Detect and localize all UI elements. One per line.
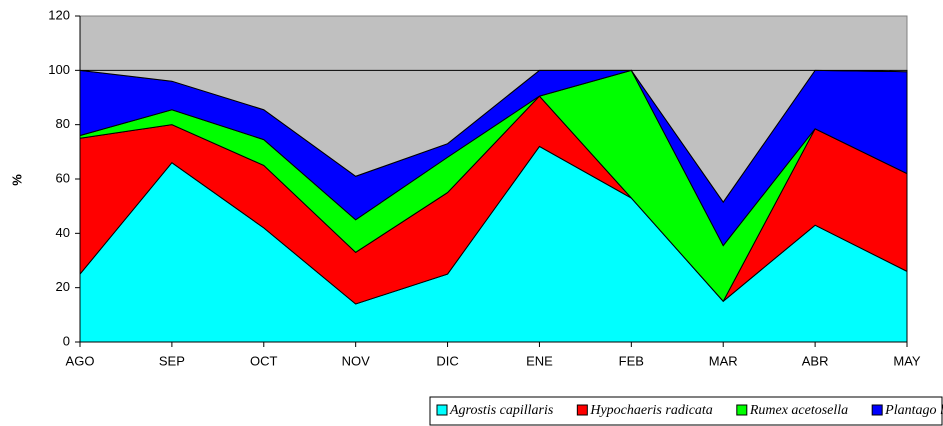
x-tick-label: AGO <box>66 353 95 368</box>
legend-swatch <box>871 404 883 416</box>
x-tick-label: OCT <box>250 353 278 368</box>
y-tick-label: 80 <box>56 116 70 131</box>
x-tick-label: ENE <box>526 353 553 368</box>
y-tick-label: 60 <box>56 170 70 185</box>
legend-swatch <box>736 404 748 416</box>
legend-label: Plantago lanceolata <box>884 403 943 418</box>
x-tick-label: FEB <box>619 353 644 368</box>
x-tick-label: NOV <box>342 353 371 368</box>
y-tick-label: 40 <box>56 225 70 240</box>
x-tick-label: MAR <box>709 353 738 368</box>
legend-label: Hypochaeris radicata <box>589 403 712 418</box>
legend-box <box>429 396 943 426</box>
x-tick-label: SEP <box>159 353 185 368</box>
y-tick-label: 0 <box>63 333 70 348</box>
x-tick-label: ABR <box>802 353 829 368</box>
x-tick-label: DIC <box>436 353 458 368</box>
area <box>79 69 908 203</box>
y-axis-label: % <box>9 174 24 186</box>
legend-swatch <box>576 404 588 416</box>
y-tick-label: 20 <box>56 279 70 294</box>
legend-swatch <box>436 404 448 416</box>
x-tick-label: MAY <box>893 353 921 368</box>
legend-label: Agrostis capillaris <box>449 403 554 418</box>
legend-label: Rumex acetosella <box>749 403 848 418</box>
y-tick-label: 120 <box>48 7 70 22</box>
y-tick-label: 100 <box>48 62 70 77</box>
